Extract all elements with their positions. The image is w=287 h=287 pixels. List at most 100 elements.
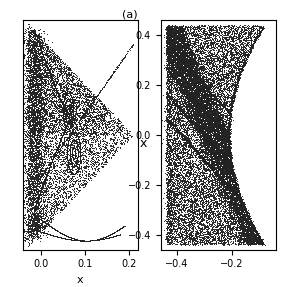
Point bbox=[180, 214, 185, 218]
Point bbox=[248, 239, 252, 244]
Point bbox=[199, 105, 204, 110]
Point bbox=[229, 177, 233, 182]
Point bbox=[176, 104, 181, 108]
Point bbox=[33, 33, 38, 38]
Point bbox=[71, 145, 75, 150]
Point bbox=[213, 117, 217, 121]
Point bbox=[240, 203, 244, 207]
Point bbox=[166, 75, 171, 79]
Point bbox=[232, 84, 237, 89]
Point bbox=[243, 207, 248, 212]
Point bbox=[70, 163, 75, 168]
Point bbox=[253, 239, 258, 244]
Point bbox=[222, 217, 226, 222]
Point bbox=[30, 133, 34, 137]
Point bbox=[181, 140, 185, 145]
Point bbox=[25, 209, 30, 214]
Point bbox=[191, 57, 195, 61]
Point bbox=[235, 79, 240, 84]
Point bbox=[205, 187, 210, 192]
Point bbox=[173, 51, 177, 56]
Point bbox=[216, 155, 220, 160]
Point bbox=[202, 236, 206, 241]
Point bbox=[186, 68, 191, 73]
Point bbox=[205, 162, 209, 166]
Point bbox=[70, 167, 75, 172]
Point bbox=[166, 31, 171, 36]
Point bbox=[223, 134, 228, 139]
Point bbox=[250, 232, 255, 237]
Point bbox=[32, 57, 37, 62]
Point bbox=[190, 108, 194, 112]
Point bbox=[221, 148, 226, 153]
Point bbox=[96, 167, 100, 172]
Point bbox=[210, 218, 214, 222]
Point bbox=[174, 30, 179, 35]
Point bbox=[200, 78, 204, 83]
Point bbox=[173, 37, 178, 42]
Point bbox=[237, 51, 242, 56]
Point bbox=[212, 138, 216, 143]
Point bbox=[165, 91, 169, 95]
Point bbox=[220, 165, 225, 169]
Point bbox=[197, 221, 201, 226]
Point bbox=[167, 192, 172, 196]
Point bbox=[183, 239, 188, 244]
Point bbox=[119, 127, 123, 132]
Point bbox=[67, 113, 71, 118]
Point bbox=[227, 234, 232, 238]
Point bbox=[169, 162, 174, 167]
Point bbox=[37, 174, 42, 179]
Point bbox=[215, 156, 219, 160]
Point bbox=[201, 133, 206, 138]
Point bbox=[175, 86, 180, 90]
Point bbox=[88, 174, 92, 179]
Point bbox=[195, 44, 200, 48]
Point bbox=[31, 79, 36, 84]
Point bbox=[216, 175, 221, 179]
Point bbox=[113, 120, 117, 124]
Point bbox=[237, 202, 241, 207]
Point bbox=[93, 155, 98, 160]
Point bbox=[187, 107, 191, 112]
Point bbox=[211, 142, 215, 147]
Point bbox=[205, 112, 210, 116]
Point bbox=[187, 91, 191, 96]
Point bbox=[225, 41, 229, 46]
Point bbox=[35, 231, 39, 235]
Point bbox=[69, 139, 74, 144]
Point bbox=[173, 216, 178, 221]
Point bbox=[171, 73, 176, 78]
Point bbox=[195, 83, 199, 88]
Point bbox=[68, 100, 73, 104]
Point bbox=[168, 33, 173, 38]
Point bbox=[35, 223, 40, 227]
Point bbox=[63, 102, 67, 106]
Point bbox=[23, 232, 27, 237]
Point bbox=[168, 114, 172, 118]
Point bbox=[35, 63, 40, 68]
Point bbox=[73, 112, 77, 116]
Point bbox=[214, 156, 218, 160]
Point bbox=[232, 83, 236, 88]
Point bbox=[207, 189, 211, 193]
Point bbox=[225, 226, 229, 230]
Point bbox=[36, 184, 40, 188]
Point bbox=[64, 98, 68, 103]
Point bbox=[222, 183, 227, 188]
Point bbox=[25, 82, 29, 87]
Point bbox=[240, 240, 245, 245]
Point bbox=[233, 25, 238, 30]
Point bbox=[189, 52, 194, 56]
Point bbox=[25, 62, 29, 67]
Point bbox=[82, 178, 86, 182]
Point bbox=[37, 158, 42, 163]
Point bbox=[53, 74, 57, 79]
Point bbox=[33, 163, 37, 167]
Point bbox=[212, 166, 217, 171]
Point bbox=[65, 159, 70, 164]
Point bbox=[202, 124, 206, 129]
Point bbox=[225, 158, 230, 162]
Point bbox=[110, 231, 114, 236]
Point bbox=[212, 219, 217, 224]
